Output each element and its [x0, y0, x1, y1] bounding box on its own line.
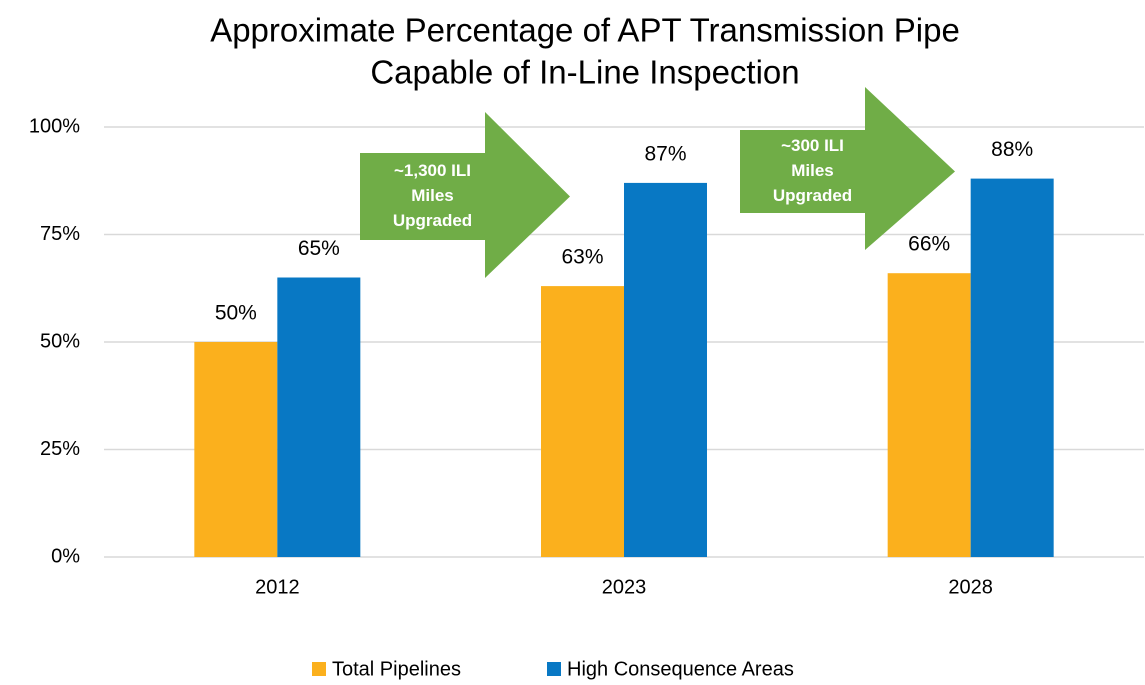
y-tick-label: 0% [51, 545, 80, 567]
data-label: 50% [215, 302, 257, 325]
bar [541, 286, 624, 557]
bar [624, 182, 707, 557]
annotation-text: Miles [411, 186, 454, 205]
y-tick-label: 100% [29, 115, 80, 137]
x-tick-label: 2012 [255, 576, 300, 598]
legend-swatch [312, 662, 326, 676]
y-tick-label: 25% [40, 438, 80, 460]
annotation-text: ~1,300 ILI [394, 161, 471, 180]
chart-title: Capable of In-Line Inspection [370, 54, 799, 91]
data-label: 66% [908, 233, 950, 256]
annotation-text: Miles [791, 161, 834, 180]
annotation-text: ~300 ILI [781, 136, 844, 155]
annotation-arrow [360, 112, 570, 278]
bar [277, 277, 361, 557]
annotation-text: Upgraded [393, 211, 472, 230]
annotation-text: Upgraded [773, 186, 852, 205]
chart-title: Approximate Percentage of APT Transmissi… [210, 12, 960, 49]
data-label: 65% [298, 237, 340, 260]
legend-label: High Consequence Areas [567, 658, 794, 680]
y-tick-label: 75% [40, 223, 80, 245]
annotation-arrow [740, 87, 955, 250]
bar [887, 273, 971, 557]
data-label: 87% [644, 142, 686, 165]
bar [194, 342, 278, 557]
x-tick-label: 2028 [948, 576, 993, 598]
x-tick-label: 2023 [602, 576, 647, 598]
data-label: 88% [991, 138, 1033, 161]
legend-swatch [547, 662, 561, 676]
y-tick-label: 50% [40, 330, 80, 352]
bar [970, 178, 1054, 557]
data-label: 63% [561, 246, 603, 269]
legend-label: Total Pipelines [332, 658, 461, 680]
